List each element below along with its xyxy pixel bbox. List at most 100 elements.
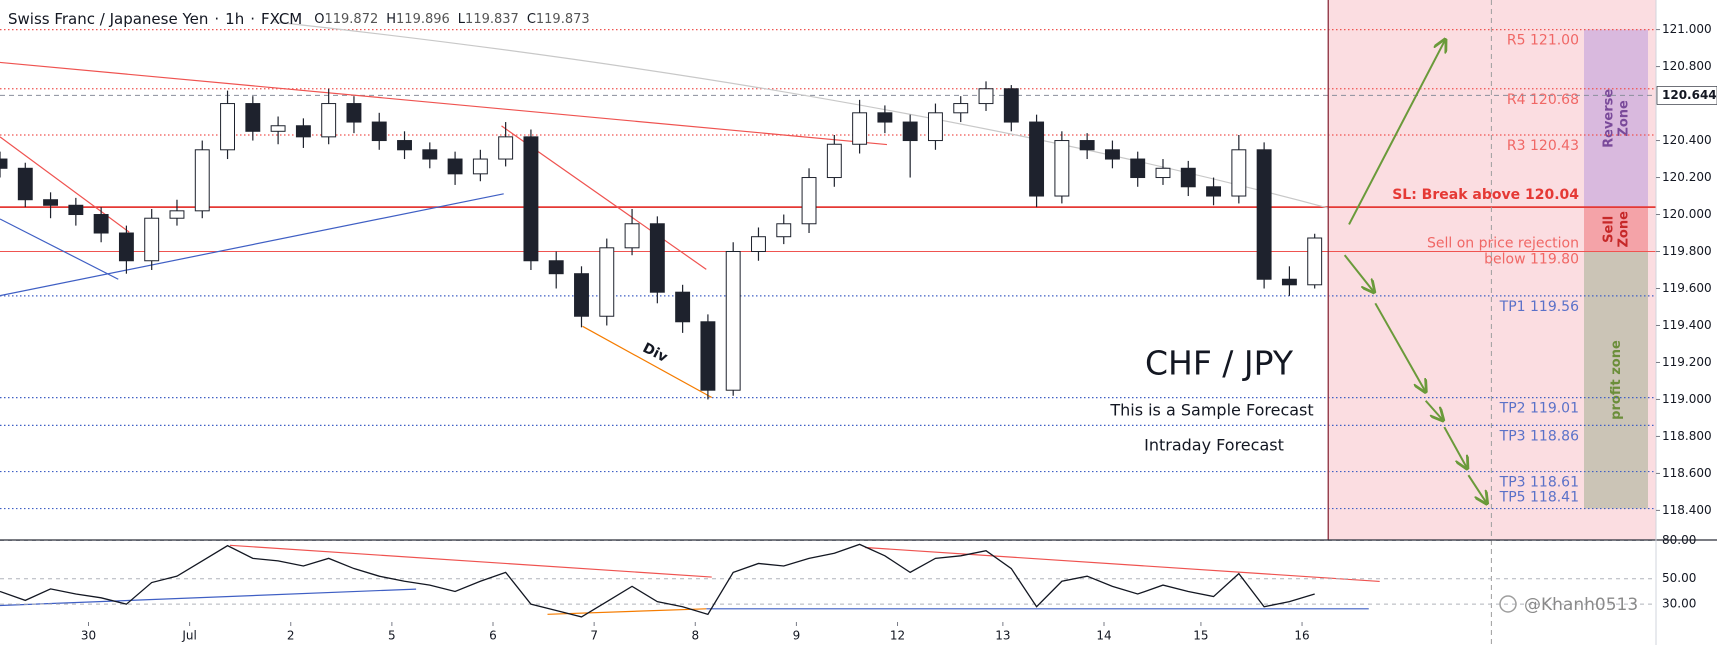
candle-body [43,199,59,206]
watermark: @Khanh0513 [1499,595,1638,615]
candle-body [245,103,261,132]
level-label: TP2 119.01 [1499,401,1579,417]
candle-body [675,291,691,323]
candle-body [1281,278,1297,286]
drawings [0,0,1491,645]
source: FXCM [261,10,302,28]
candle-body [68,204,84,216]
rsi-divergence-line [548,609,707,614]
rsi-line [0,543,1315,618]
candle-body [548,260,564,275]
zone [1584,251,1648,509]
zone-label: SellZone [1601,211,1631,248]
level-label-line: below 119.80 [1484,252,1579,268]
level-label: TP3 118.61 [1499,475,1579,491]
divergence-line [583,326,712,397]
candle-body [144,217,160,262]
candle-body [1206,186,1222,197]
x-tick-label: 15 [1193,629,1208,643]
rsi-tick-label: 50.00 [1662,571,1696,585]
y-tick-label: 118.400 [1662,503,1712,517]
level-label: SL: Break above 120.04 [1392,187,1579,203]
y-tick-label: 120.400 [1662,133,1712,147]
level-label-line: Sell on price rejection [1427,236,1579,252]
header: Swiss Franc / Japanese Yen · 1h · FXCM O119.8… [8,10,590,28]
x-tick-label: 13 [995,629,1010,643]
ohlc-label: O [314,12,324,27]
candle-body [574,273,589,317]
candle-body [118,232,134,262]
trend-line [0,194,504,296]
price-marker-label: 120.644 [1662,88,1717,102]
ohlc-label: C [527,12,536,27]
candle-body [776,223,792,238]
candle-body [17,167,33,201]
y-tick-label: 119.000 [1662,392,1712,406]
x-tick-label: 8 [691,629,699,643]
candle-body [877,112,893,123]
candle-body [1104,149,1120,160]
candle-body [725,251,741,391]
x-tick-label: 12 [890,629,905,643]
ohlc-value: 119.837 [465,12,519,27]
candle-body [978,88,994,105]
candle-body [220,103,235,151]
candle-body [194,149,210,212]
rsi-trend-line [865,548,1380,582]
candle-body [1130,158,1146,179]
symbol: Swiss Franc / Japanese Yen [8,10,208,28]
candle-body [0,158,8,169]
x-tick-label: Jul [181,629,196,643]
ohlc-value: 119.872 [324,12,378,27]
candle-body [953,103,969,114]
level-label: R5 121.00 [1507,33,1579,49]
arrow [1444,427,1467,469]
chart-title: CHF / JPY [1145,344,1294,383]
rsi-trend-line [230,545,712,577]
separator: · [250,10,255,28]
candle-body [295,125,311,138]
candle-body [498,136,514,160]
candle-body [1079,140,1095,151]
zone-label-line: Reverse [1601,89,1616,148]
arrow [1426,401,1444,421]
y-tick-label: 120.200 [1662,170,1712,184]
level-label: R4 120.68 [1507,92,1579,108]
zone [1584,207,1648,252]
x-tick-label: 14 [1096,629,1111,643]
candle-body [649,223,665,293]
forecast-arrows [1345,39,1487,503]
arrow [1468,475,1487,503]
subtitle: Intraday Forecast [1144,436,1284,455]
x-tick-label: 7 [590,629,598,643]
candle-body [1029,121,1045,197]
candle-body [1256,149,1272,280]
candle-body [902,121,918,142]
y-tick-label: 118.800 [1662,429,1712,443]
candle-body [1180,167,1196,188]
y-tick-label: 119.600 [1662,281,1712,295]
y-tick-label: 118.600 [1662,466,1712,480]
candle-body [624,223,640,249]
zone-label-line: Zone [1616,100,1631,137]
candle-body [93,214,109,234]
rsi-tick-label: 30.00 [1662,597,1696,611]
candle-body [1307,237,1323,286]
candle-body [751,236,766,253]
trend-line [0,62,887,144]
candle-body [422,149,438,160]
rsi-tick-label: 80.00 [1662,533,1696,547]
candle-body [447,158,463,175]
candle-body [371,121,387,142]
ohlc-label: H [386,12,396,27]
y-tick-label: 119.800 [1662,244,1712,258]
candle-body [1054,140,1070,197]
zone-label: profit zone [1609,340,1624,420]
price-marker-tag [1656,86,1717,105]
candle-body [397,140,412,151]
rsi-trend-line [0,589,416,605]
separator: · [214,10,219,28]
level-label: Sell on price rejection below 119.80 [1427,236,1579,268]
